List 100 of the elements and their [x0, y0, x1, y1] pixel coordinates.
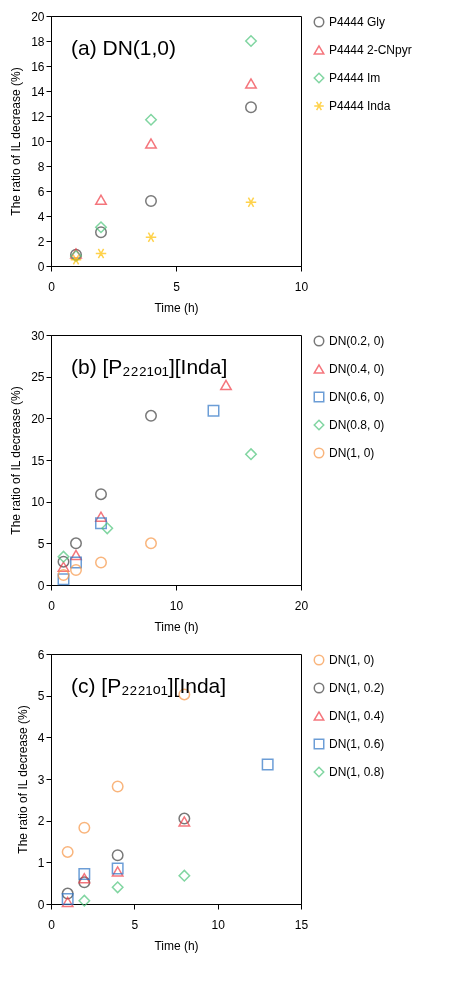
legend-label: DN(1, 0.4): [329, 709, 385, 723]
point: [145, 537, 157, 550]
point: [95, 556, 107, 569]
point: [95, 226, 107, 239]
text: (b) [P₂₂₂₁ₒ₁][Inda]: [71, 355, 228, 378]
legend-label: DN(0.8, 0): [329, 418, 385, 432]
point: [57, 569, 70, 581]
y-tick-label: 5: [37, 689, 45, 704]
point: [70, 549, 82, 561]
x-tick-label: 10: [169, 598, 184, 613]
point: [178, 816, 191, 827]
legend-label: P4444 Gly: [329, 15, 386, 29]
x-tick-label: 15: [294, 917, 309, 932]
point: [57, 561, 70, 572]
point: [78, 872, 91, 884]
y-tick-label: 20: [31, 411, 45, 426]
y-tick-label: 2: [37, 234, 45, 249]
point: [111, 849, 124, 862]
x-tick-label: 10: [211, 917, 226, 932]
point: [245, 101, 257, 114]
y-tick-label: 0: [37, 259, 45, 274]
y-tick-label: 20: [31, 9, 45, 24]
point: [145, 231, 157, 243]
x-tick-label: 5: [131, 917, 139, 932]
x-axis-title: Time (h): [154, 300, 199, 315]
x-tick-label: 0: [48, 279, 56, 294]
point: [57, 573, 70, 586]
y-tick-label: 18: [31, 34, 45, 49]
y-tick-label: 4: [37, 209, 45, 224]
legend-label: DN(1, 0.6): [329, 737, 385, 751]
point: [220, 379, 232, 391]
legend-label: DN(1, 0.8): [329, 765, 385, 779]
point: [57, 555, 70, 568]
y-tick-label: 10: [31, 495, 45, 510]
legend-label: DN(1, 0.2): [329, 681, 385, 695]
y-tick-label: 15: [31, 453, 45, 468]
x-tick-label: 0: [48, 598, 56, 613]
point: [95, 511, 107, 522]
x-tick-label: 0: [48, 917, 56, 932]
point: [70, 556, 82, 569]
legend-label: P4444 Inda: [329, 99, 391, 113]
x-tick-label: 5: [173, 279, 181, 294]
point: [78, 894, 91, 907]
point: [70, 537, 82, 550]
point: [245, 35, 257, 47]
point: [61, 845, 74, 858]
y-tick-label: 6: [37, 184, 45, 199]
x-axis-title: Time (h): [154, 938, 199, 953]
point: [95, 221, 107, 234]
y-tick-label: 0: [37, 578, 45, 593]
y-axis-title: The ratio of IL decrease (%): [9, 67, 24, 216]
y-tick-label: 30: [31, 328, 45, 343]
point: [178, 869, 191, 882]
legend-label: DN(0.4, 0): [329, 362, 385, 376]
point: [70, 564, 82, 576]
y-tick-label: 5: [37, 536, 45, 551]
point: [57, 550, 70, 563]
point: [78, 821, 91, 834]
y-tick-label: 25: [31, 370, 45, 385]
y-tick-label: 1: [37, 855, 45, 870]
y-tick-label: 3: [37, 772, 45, 787]
point: [245, 78, 257, 89]
point: [78, 868, 91, 880]
x-tick-label: 20: [294, 598, 309, 613]
text: (c) [P₂₂₂₁ₒ₁][Inda]: [71, 674, 227, 697]
point: [78, 876, 91, 889]
point: [95, 248, 107, 259]
point: [101, 522, 114, 535]
y-axis-title: The ratio of IL decrease (%): [15, 705, 30, 854]
point: [111, 780, 124, 793]
y-tick-label: 4: [37, 730, 45, 745]
point: [145, 113, 157, 126]
legend-label: DN(0.6, 0): [329, 390, 385, 404]
legend-label: DN(0.2, 0): [329, 334, 385, 348]
y-axis-title: The ratio of IL decrease (%): [9, 386, 24, 535]
y-tick-label: 6: [37, 647, 45, 662]
y-tick-label: 16: [31, 59, 45, 74]
point: [61, 887, 74, 900]
legend-label: P4444 Im: [329, 71, 381, 85]
point: [145, 409, 157, 422]
legend-label: DN(1, 0): [329, 446, 375, 460]
y-tick-label: 12: [31, 109, 45, 124]
y-tick-label: 8: [37, 159, 45, 174]
x-tick-label: 10: [294, 279, 309, 294]
point: [245, 196, 257, 208]
point: [145, 138, 157, 149]
point: [111, 866, 124, 877]
y-tick-label: 0: [37, 897, 45, 912]
y-tick-label: 14: [31, 84, 45, 99]
point: [70, 254, 82, 266]
y-tick-label: 2: [37, 814, 45, 829]
legend-label: DN(1, 0): [329, 653, 375, 667]
y-tick-label: 10: [31, 134, 45, 149]
x-axis-title: Time (h): [154, 619, 199, 634]
point: [207, 404, 220, 417]
point: [95, 517, 107, 530]
point: [145, 195, 157, 207]
point: [95, 488, 107, 501]
point: [261, 758, 274, 771]
point: [95, 194, 107, 206]
